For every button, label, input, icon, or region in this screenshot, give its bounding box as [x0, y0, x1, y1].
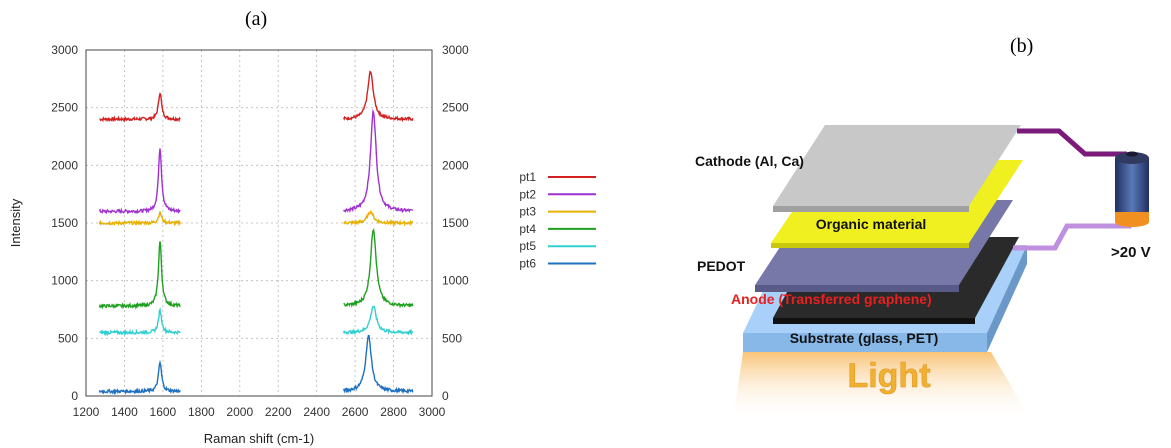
series-line-pt4-part1: [98, 241, 181, 310]
pedot-label: PEDOT: [697, 258, 746, 274]
legend-label-pt2: pt2: [519, 187, 536, 201]
x-axis-label: Raman shift (cm-1): [204, 431, 315, 446]
series-line-pt2-part1: [98, 148, 181, 215]
tick-labels: 0 0 500 500 1000 1000 1500 1500 2000 2000 2500 2500…: [51, 43, 469, 419]
raman-chart: 0 0 500 500 1000 1000 1500 1500 2000 2000 2500 2500…: [8, 43, 596, 446]
series-line-pt5-part1: [98, 307, 181, 337]
x-tick-label: 1800: [188, 405, 215, 419]
x-tick-label: 1600: [150, 405, 177, 419]
light-label: Light: [847, 357, 930, 395]
x-tick-label: 2600: [342, 405, 369, 419]
organic-label: Organic material: [816, 216, 927, 232]
top-wire: [1017, 128, 1127, 157]
series-line-pt3-part1: [98, 211, 181, 227]
y-tick-label-right: 500: [442, 331, 462, 345]
series-line-pt3-part2: [343, 210, 414, 227]
y-tick-label-left: 2000: [51, 158, 78, 172]
y-tick-label-left: 500: [58, 331, 78, 345]
legend: pt1 pt2 pt3 pt4 pt5 pt6: [519, 170, 596, 271]
y-tick-label-left: 1500: [51, 216, 78, 230]
y-tick-label-right: 1500: [442, 216, 469, 230]
axis-frame: [85, 49, 433, 397]
x-tick-label: 2800: [380, 405, 407, 419]
panel-b-label: (b): [1010, 35, 1034, 57]
series-line-pt6-part2: [342, 334, 414, 395]
x-tick-label: 2000: [226, 405, 253, 419]
y-tick-label-right: 0: [442, 389, 449, 403]
series-line-pt6-part1: [98, 359, 181, 396]
series-line-pt4-part2: [343, 228, 414, 309]
light-glow: [733, 352, 1031, 420]
substrate-label: Substrate (glass, PET): [790, 330, 939, 346]
y-tick-label-right: 2500: [442, 101, 469, 115]
x-tick-label: 2400: [303, 405, 330, 419]
anode-label: Anode (Transferred graphene): [731, 291, 932, 307]
x-tick-label: 1400: [111, 405, 138, 419]
x-tick-label: 3000: [419, 405, 446, 419]
y-axis-label: Intensity: [8, 198, 23, 247]
legend-label-pt1: pt1: [519, 170, 536, 184]
y-tick-label-right: 1000: [442, 274, 469, 288]
y-tick-label-right: 2000: [442, 158, 469, 172]
x-tick-label: 2200: [265, 405, 292, 419]
y-tick-label-right: 3000: [442, 43, 469, 57]
legend-label-pt4: pt4: [519, 222, 536, 236]
battery-icon: [1115, 151, 1149, 227]
series-line-pt5-part2: [342, 305, 414, 336]
panel-a-label: (a): [245, 8, 268, 30]
oled-diagram: Light Substrate (glass, PET) Anode (Tran…: [695, 125, 1151, 420]
cathode-layer: [773, 125, 1021, 212]
cathode-label: Cathode (Al, Ca): [695, 153, 804, 169]
y-tick-label-left: 0: [71, 389, 78, 403]
voltage-label: >20 V: [1111, 244, 1151, 261]
legend-label-pt6: pt6: [519, 257, 536, 271]
series-line-pt1-part1: [99, 92, 181, 123]
series-line-pt2-part2: [342, 108, 414, 214]
x-tick-label: 1200: [73, 405, 100, 419]
y-tick-label-left: 2500: [51, 101, 78, 115]
legend-label-pt3: pt3: [519, 205, 536, 219]
legend-label-pt5: pt5: [519, 239, 536, 253]
series-line-pt1-part2: [342, 70, 414, 123]
y-tick-label-left: 3000: [51, 43, 78, 57]
y-tick-label-left: 1000: [51, 274, 78, 288]
series-lines: [98, 70, 414, 396]
plot-frame: [85, 49, 433, 397]
